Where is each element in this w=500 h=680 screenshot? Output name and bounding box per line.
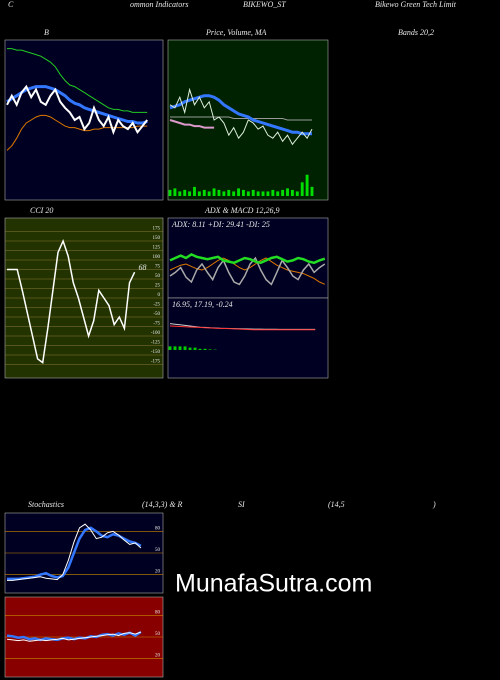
series-line [169, 94, 312, 136]
y-tick-label: 125 [153, 246, 161, 251]
panel [167, 297, 329, 379]
y-tick-label: 175 [153, 227, 161, 232]
y-tick-label: -50 [153, 312, 160, 317]
chart-title: Price, Volume, MA [205, 28, 267, 37]
chart-title: ADX & MACD 12,26,9 [204, 206, 279, 215]
header-label: C [8, 0, 14, 9]
bar [168, 189, 172, 196]
bar [281, 189, 285, 196]
series-line [6, 85, 148, 125]
header-label: SI [238, 500, 245, 509]
y-tick-label: -125 [151, 341, 161, 346]
bar [202, 189, 206, 196]
bar [197, 191, 201, 196]
chart-subtitle: ADX: 8.11 +DI: 29.41 -DI: 25 [171, 220, 270, 229]
header-label: (14,5 [328, 500, 345, 509]
series-line [169, 87, 313, 146]
y-tick-label: -100 [151, 331, 161, 336]
bar [193, 186, 196, 196]
bar [208, 349, 212, 350]
y-tick-label: 20 [155, 654, 161, 659]
bar [193, 347, 197, 350]
bar [256, 191, 260, 196]
series-line [170, 116, 312, 121]
y-tick-label: -175 [151, 360, 161, 365]
panel [4, 39, 164, 201]
bar [227, 189, 231, 196]
y-tick-label: -25 [153, 303, 160, 308]
header-label: ) [432, 500, 436, 509]
bar [300, 182, 304, 196]
bar [217, 189, 221, 196]
bar [261, 191, 265, 196]
series-line [7, 238, 136, 364]
bar [173, 346, 177, 350]
series-line [169, 256, 326, 286]
header-label: Bikewo Green Tech Limit [375, 0, 457, 9]
series-line [6, 631, 142, 642]
bar [198, 348, 202, 350]
y-tick-label: 25 [155, 284, 161, 289]
series-line [169, 252, 326, 265]
y-tick-label: 20 [155, 570, 161, 575]
y-tick-label: -75 [153, 322, 160, 327]
y-tick-label: -150 [151, 350, 161, 355]
series-line [7, 523, 142, 581]
bar [188, 347, 192, 350]
bar [237, 188, 240, 196]
chart-title: 16.95, 17.19, -0.24 [172, 300, 233, 309]
header-label: Stochastics [28, 500, 64, 509]
bar [246, 191, 250, 196]
series-line [7, 526, 142, 581]
series-line [7, 48, 148, 113]
bar [183, 189, 187, 196]
y-tick-label: 75 [155, 265, 161, 270]
bar [286, 188, 289, 196]
bar [173, 188, 177, 196]
y-tick-label: 100 [153, 255, 161, 260]
y-tick-label: 150 [153, 236, 161, 241]
bar [178, 346, 182, 350]
bar [183, 346, 187, 350]
watermark: MunafaSutra.com [175, 570, 372, 598]
bar [232, 191, 236, 196]
value-label: 68 [139, 263, 147, 272]
bar [242, 189, 245, 196]
header-label: BIKEWO_ST [243, 0, 286, 9]
y-tick-label: 0 [158, 293, 161, 298]
bar [310, 186, 314, 196]
bar [276, 191, 280, 196]
bar [188, 191, 192, 196]
header-label: Bands 20,2 [398, 28, 434, 37]
bar [295, 191, 299, 196]
y-tick-label: 50 [155, 548, 161, 553]
bar [212, 188, 216, 196]
series-line [169, 325, 316, 331]
y-tick-label: 50 [155, 632, 161, 637]
bar [203, 348, 207, 350]
bar [266, 191, 270, 196]
bar [222, 191, 226, 196]
bar [207, 191, 211, 196]
bar [251, 189, 255, 196]
chart-title: CCI 20 [30, 206, 53, 215]
series-line [6, 84, 148, 136]
bar [168, 346, 172, 350]
series-line [169, 119, 215, 129]
bar [290, 189, 294, 196]
y-tick-label: 50 [155, 274, 161, 279]
header-label: (14,3,3) & R [142, 500, 183, 509]
header-label: ommon Indicators [130, 0, 188, 9]
chart-title: B [44, 28, 49, 37]
bar [178, 191, 182, 196]
y-tick-label: 80 [155, 527, 161, 532]
y-tick-label: 80 [155, 611, 161, 616]
bar [271, 189, 275, 196]
bar [305, 174, 309, 196]
